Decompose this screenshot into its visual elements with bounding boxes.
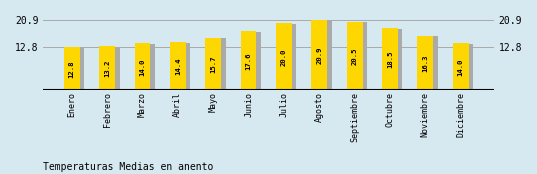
Bar (64, 48, 79, 90)
Bar (210, 38, 226, 90)
Text: 16.3: 16.3 (422, 54, 429, 72)
Bar (387, 29, 402, 90)
Bar (205, 38, 221, 90)
Text: Temperaturas Medias en anento: Temperaturas Medias en anento (43, 162, 213, 172)
Text: 20.9: 20.9 (316, 46, 322, 64)
Text: 13.2: 13.2 (104, 59, 110, 77)
Text: 20.5: 20.5 (352, 47, 358, 65)
Text: 17.6: 17.6 (245, 52, 251, 70)
Bar (382, 28, 398, 90)
Text: 20.0: 20.0 (281, 48, 287, 66)
Bar (139, 44, 155, 90)
Text: 14.4: 14.4 (175, 57, 181, 75)
Bar (241, 31, 257, 90)
Bar (276, 23, 292, 90)
Bar (351, 22, 367, 90)
Bar (280, 24, 296, 90)
Bar (68, 48, 84, 90)
Text: 14.0: 14.0 (458, 58, 463, 76)
Bar (99, 46, 115, 90)
Bar (245, 32, 261, 90)
Bar (458, 44, 473, 90)
Bar (316, 21, 332, 90)
Bar (422, 36, 438, 90)
Bar (175, 43, 191, 90)
Text: 12.8: 12.8 (69, 60, 75, 78)
Bar (104, 47, 120, 90)
Bar (170, 42, 186, 90)
Text: 18.5: 18.5 (387, 50, 393, 68)
Bar (311, 20, 327, 90)
Bar (346, 22, 362, 90)
Text: 14.0: 14.0 (140, 58, 146, 76)
Bar (417, 36, 433, 90)
Text: 15.7: 15.7 (210, 55, 216, 73)
Bar (453, 44, 469, 90)
Bar (135, 44, 150, 90)
